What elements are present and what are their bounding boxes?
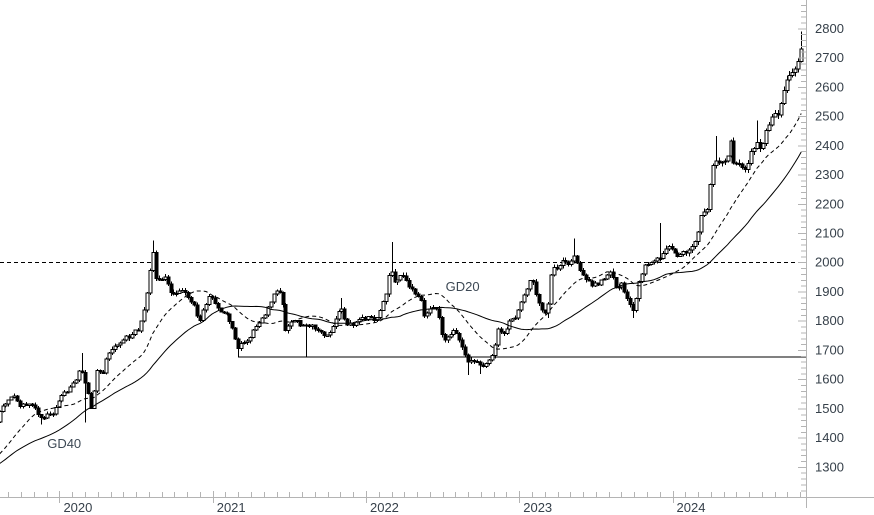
x-tick-label: 2022 [370,500,399,515]
candlesticks [0,31,804,425]
y-tick-label: 2400 [815,138,844,153]
x-axis: 2020 2021 2022 2023 2024 [8,491,801,515]
y-tick-label: 1600 [815,372,844,387]
y-tick-label: 1300 [815,459,844,474]
y-tick-label: 2200 [815,196,844,211]
y-tick-label: 1800 [815,313,844,328]
y-axis: 1300 1400 1500 1600 1700 1800 1900 2000 2100 2200… [798,4,844,492]
y-tick-label: 2600 [815,79,844,94]
y-tick-label: 1700 [815,342,844,357]
y-tick-label: 2300 [815,167,844,182]
x-tick-label: 2020 [63,500,92,515]
y-tick-label: 1900 [815,284,844,299]
y-tick-label: 2500 [815,109,844,124]
y-tick-label: 2700 [815,50,844,65]
y-tick-label: 2000 [815,255,844,270]
ma40-line [0,151,802,464]
y-tick-label: 1400 [815,430,844,445]
x-tick-label: 2024 [677,500,706,515]
moving-averages [0,113,802,464]
y-tick-label: 2100 [815,226,844,241]
x-tick-label: 2021 [217,500,246,515]
y-tick-label: 2800 [815,21,844,36]
reference-lines [0,262,806,358]
y-tick-label: 1500 [815,401,844,416]
x-tick-label: 2023 [523,500,552,515]
ma20-line [0,113,802,455]
